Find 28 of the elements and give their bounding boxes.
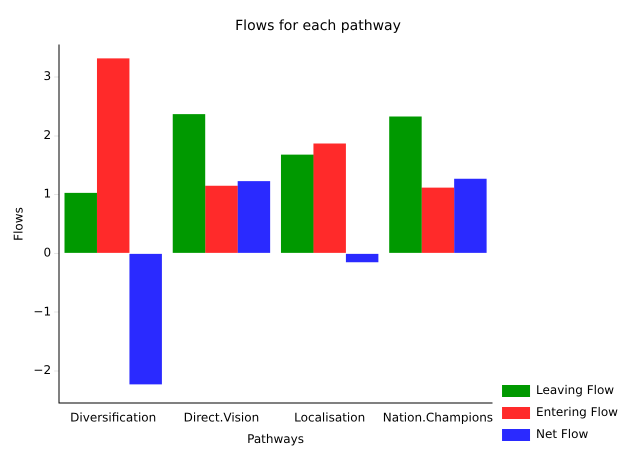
bar: [238, 181, 270, 253]
y-tick-label: 1: [43, 186, 52, 201]
bar: [422, 188, 454, 253]
legend-label: Entering Flow: [536, 405, 618, 420]
x-axis-title: Pathways: [247, 432, 304, 446]
y-tick-label: −1: [33, 304, 52, 318]
bar: [454, 178, 487, 253]
chart-title: Flows for each pathway: [235, 18, 401, 34]
bar: [172, 114, 206, 253]
x-tick-label: Diversification: [70, 410, 156, 425]
y-tick-label: 0: [43, 246, 52, 260]
legend-label: Leaving Flow: [536, 383, 614, 398]
y-tick-label: −2: [33, 363, 52, 378]
bar: [64, 192, 97, 253]
x-tick-label: Localisation: [294, 410, 366, 425]
bar: [389, 116, 422, 253]
bar: [313, 144, 346, 253]
bar: [280, 154, 314, 253]
bar: [96, 58, 130, 253]
bar: [205, 186, 238, 253]
x-tick-label: Direct.Vision: [184, 410, 260, 425]
x-tick-label: Nation.Champions: [382, 410, 494, 425]
y-tick-label: 2: [43, 128, 52, 142]
bar: [129, 254, 162, 384]
legend-label: Net Flow: [536, 427, 588, 442]
bar: [346, 254, 378, 262]
y-axis-title: Flows: [11, 207, 26, 241]
y-tick-label: 3: [43, 69, 52, 84]
